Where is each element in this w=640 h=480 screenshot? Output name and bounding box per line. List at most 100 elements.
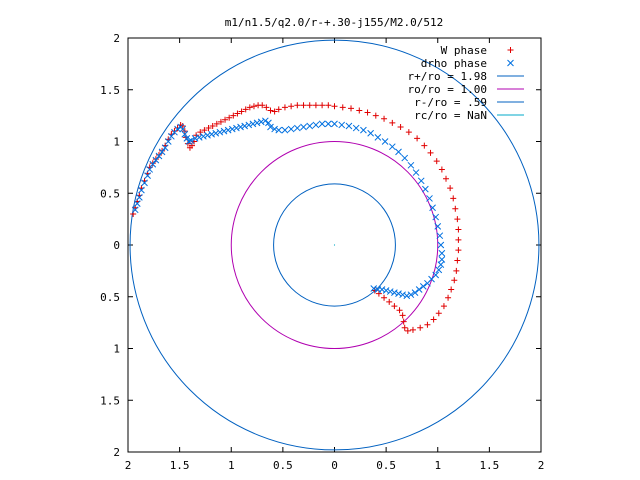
drho-phase-point bbox=[267, 123, 274, 131]
drho-phase-point bbox=[141, 179, 148, 187]
w-phase-point bbox=[391, 303, 398, 310]
axis-ticks: 2 1.5 1 0.5 0 0.5 1 1.5 221.510.500.511.52 bbox=[100, 32, 544, 472]
data-series bbox=[130, 102, 462, 334]
drho-phase-point bbox=[179, 125, 187, 133]
y-tick-label: 2 bbox=[113, 32, 120, 45]
drho-phase-point bbox=[204, 131, 211, 139]
w-phase-point bbox=[339, 104, 346, 111]
w-phase-point bbox=[230, 112, 237, 119]
drho-phase-point bbox=[208, 130, 215, 138]
drho-phase-point bbox=[168, 132, 175, 140]
drho-phase-point bbox=[195, 134, 203, 141]
y-tick-label: 0.5 bbox=[100, 187, 120, 200]
w-phase-point bbox=[184, 140, 191, 147]
w-phase-point bbox=[356, 107, 363, 114]
drho-phase-point bbox=[429, 204, 436, 212]
w-phase-point bbox=[267, 107, 274, 114]
drho-phase-point bbox=[152, 156, 160, 164]
drho-phase-point bbox=[352, 124, 360, 132]
drho-phase-point bbox=[436, 232, 444, 240]
w-phase-point bbox=[400, 318, 407, 325]
drho-phase-point bbox=[265, 119, 272, 127]
w-phase-point bbox=[405, 129, 412, 136]
chart-title: m1/n1.5/q2.0/r-+.30-j155/M2.0/512 bbox=[225, 16, 444, 29]
drho-phase-point bbox=[437, 261, 445, 269]
drho-phase-point bbox=[345, 122, 353, 130]
drho-phase-point bbox=[382, 287, 390, 294]
drho-phase-point bbox=[417, 177, 425, 185]
w-phase-point bbox=[209, 122, 216, 129]
w-phase-point bbox=[455, 226, 462, 233]
x-tick-label: 2 bbox=[125, 459, 132, 472]
w-phase-point bbox=[300, 102, 307, 109]
w-phase-point bbox=[454, 257, 461, 264]
w-phase-point bbox=[319, 102, 326, 109]
w-phase-point bbox=[197, 129, 204, 136]
drho-phase-point bbox=[253, 119, 261, 127]
drho-phase-point bbox=[271, 125, 278, 133]
y-tick-label: 1 bbox=[113, 343, 120, 356]
drho-phase-point bbox=[318, 120, 326, 128]
w-phase-point bbox=[201, 127, 208, 134]
drho-phase-point bbox=[426, 195, 433, 202]
reference-circles bbox=[129, 39, 540, 451]
w-phase-point bbox=[443, 175, 450, 182]
y-tick-label: 2 bbox=[113, 446, 120, 459]
w-phase-point bbox=[375, 290, 382, 297]
x-tick-label: 1 bbox=[434, 459, 441, 472]
drho-phase-point bbox=[183, 135, 191, 142]
w-phase-point bbox=[234, 110, 241, 117]
drho-phase-point bbox=[249, 120, 257, 128]
drho-phase-point bbox=[161, 144, 169, 152]
w-phase-point bbox=[263, 104, 270, 111]
origin-dot bbox=[333, 244, 336, 246]
drho-phase-point bbox=[338, 121, 346, 129]
drho-phase-point bbox=[360, 126, 367, 134]
w-phase-point bbox=[386, 298, 393, 305]
w-phase-point bbox=[414, 135, 421, 142]
w-phase-point bbox=[238, 108, 245, 115]
legend-label: r-/ro = .59 bbox=[414, 96, 487, 109]
w-phase-point bbox=[155, 151, 162, 158]
drho-phase-point bbox=[233, 124, 240, 132]
y-tick-label: 1.5 bbox=[100, 394, 120, 407]
w-phase-point bbox=[242, 106, 249, 113]
legend-label: ro/ro = 1.00 bbox=[408, 83, 487, 96]
w-phase-point bbox=[372, 112, 379, 119]
drho-phase-point bbox=[438, 256, 446, 263]
legend-label: rc/ro = NaN bbox=[414, 109, 487, 122]
legend-label: drho phase bbox=[421, 57, 487, 70]
drho-phase-point bbox=[300, 123, 307, 131]
drho-phase-point bbox=[149, 160, 157, 168]
drho-phase-point bbox=[257, 118, 265, 126]
drho-phase-point bbox=[374, 134, 382, 141]
drho-phase-point bbox=[401, 154, 409, 162]
drho-phase-point bbox=[412, 169, 420, 176]
drho-phase-point bbox=[312, 121, 320, 129]
drho-phase-point bbox=[212, 129, 220, 137]
drho-phase-point bbox=[228, 125, 236, 133]
x-tick-label: 1 bbox=[228, 459, 235, 472]
drho-phase-point bbox=[237, 123, 244, 131]
drho-phase-point bbox=[411, 289, 419, 296]
drho-phase-point bbox=[146, 166, 154, 173]
y-tick-label: 0.5 bbox=[100, 291, 120, 304]
w-phase-point bbox=[381, 294, 388, 301]
drho-phase-point bbox=[388, 143, 396, 151]
drho-phase-point bbox=[395, 148, 402, 156]
reference-circle bbox=[230, 141, 439, 349]
drho-phase-point bbox=[144, 172, 151, 180]
x-tick-label: 0.5 bbox=[273, 459, 293, 472]
drho-phase-point bbox=[133, 200, 141, 207]
w-phase-point bbox=[453, 267, 460, 274]
drho-phase-point bbox=[331, 120, 338, 128]
drho-phase-point bbox=[370, 285, 378, 292]
drho-phase-point bbox=[438, 249, 446, 257]
w-phase-point bbox=[222, 116, 229, 123]
w-phase-point bbox=[288, 103, 295, 110]
w-phase-point bbox=[306, 102, 313, 109]
drho-phase-point bbox=[395, 290, 402, 297]
w-phase-point bbox=[152, 156, 159, 163]
